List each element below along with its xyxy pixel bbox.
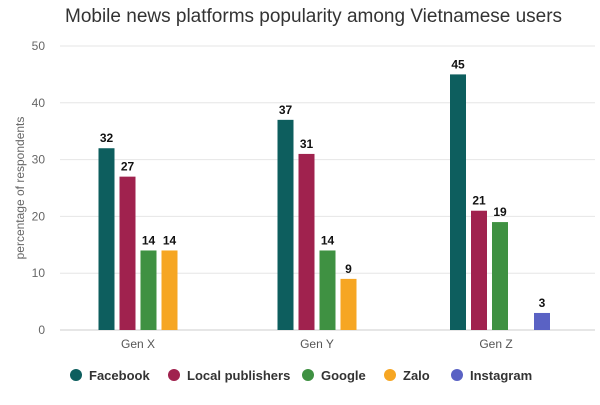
legend-label: Google	[321, 368, 366, 383]
bar	[492, 222, 508, 330]
data-label: 21	[472, 194, 486, 208]
data-label: 19	[493, 205, 507, 219]
bar	[119, 176, 136, 330]
x-tick-label: Gen X	[121, 337, 155, 351]
legend-marker	[168, 369, 180, 381]
y-tick-label: 30	[32, 153, 46, 167]
legend-marker	[451, 369, 463, 381]
chart-title: Mobile news platforms popularity among V…	[65, 6, 563, 27]
legend-label: Local publishers	[187, 368, 290, 383]
data-label: 9	[345, 262, 352, 276]
legend-marker	[70, 369, 82, 381]
bar-layer	[98, 74, 550, 331]
bar	[140, 250, 157, 330]
bar	[471, 210, 487, 330]
data-label: 37	[279, 103, 293, 117]
legend-label: Zalo	[403, 368, 430, 383]
y-tick-label: 0	[38, 323, 45, 337]
bar	[298, 153, 315, 330]
data-label: 45	[451, 57, 465, 71]
bar	[450, 74, 466, 331]
y-axis-label: percentage of respondents	[13, 117, 27, 260]
y-tick-label: 40	[32, 96, 46, 110]
bar	[534, 312, 550, 330]
legend: Facebook Local publishers Google Zalo Instag…	[70, 368, 532, 383]
legend-label: Instagram	[470, 368, 532, 383]
y-tick-label: 50	[32, 39, 46, 53]
data-label: 27	[121, 160, 135, 174]
bar	[98, 148, 115, 330]
bar	[277, 119, 294, 330]
legend-marker	[384, 369, 396, 381]
bar	[319, 250, 336, 330]
data-label: 14	[321, 233, 335, 247]
legend-marker	[302, 369, 314, 381]
y-tick-label: 20	[32, 209, 46, 223]
bar	[161, 250, 178, 330]
x-tick-label: Gen Z	[479, 337, 512, 351]
data-label-layer: 32 27 14 14 37 31 14 9 45 21 19 3	[100, 57, 546, 310]
data-label: 32	[100, 131, 114, 145]
data-label: 31	[300, 137, 314, 151]
bar	[340, 278, 357, 330]
data-label: 14	[163, 233, 177, 247]
x-tick-label: Gen Y	[300, 337, 334, 351]
data-label: 14	[142, 233, 156, 247]
legend-label: Facebook	[89, 368, 150, 383]
data-label: 3	[539, 296, 546, 310]
y-tick-label: 10	[32, 266, 46, 280]
axis-layer: 0 10 20 30 40 50 percentage of respondents Gen …	[13, 39, 513, 351]
